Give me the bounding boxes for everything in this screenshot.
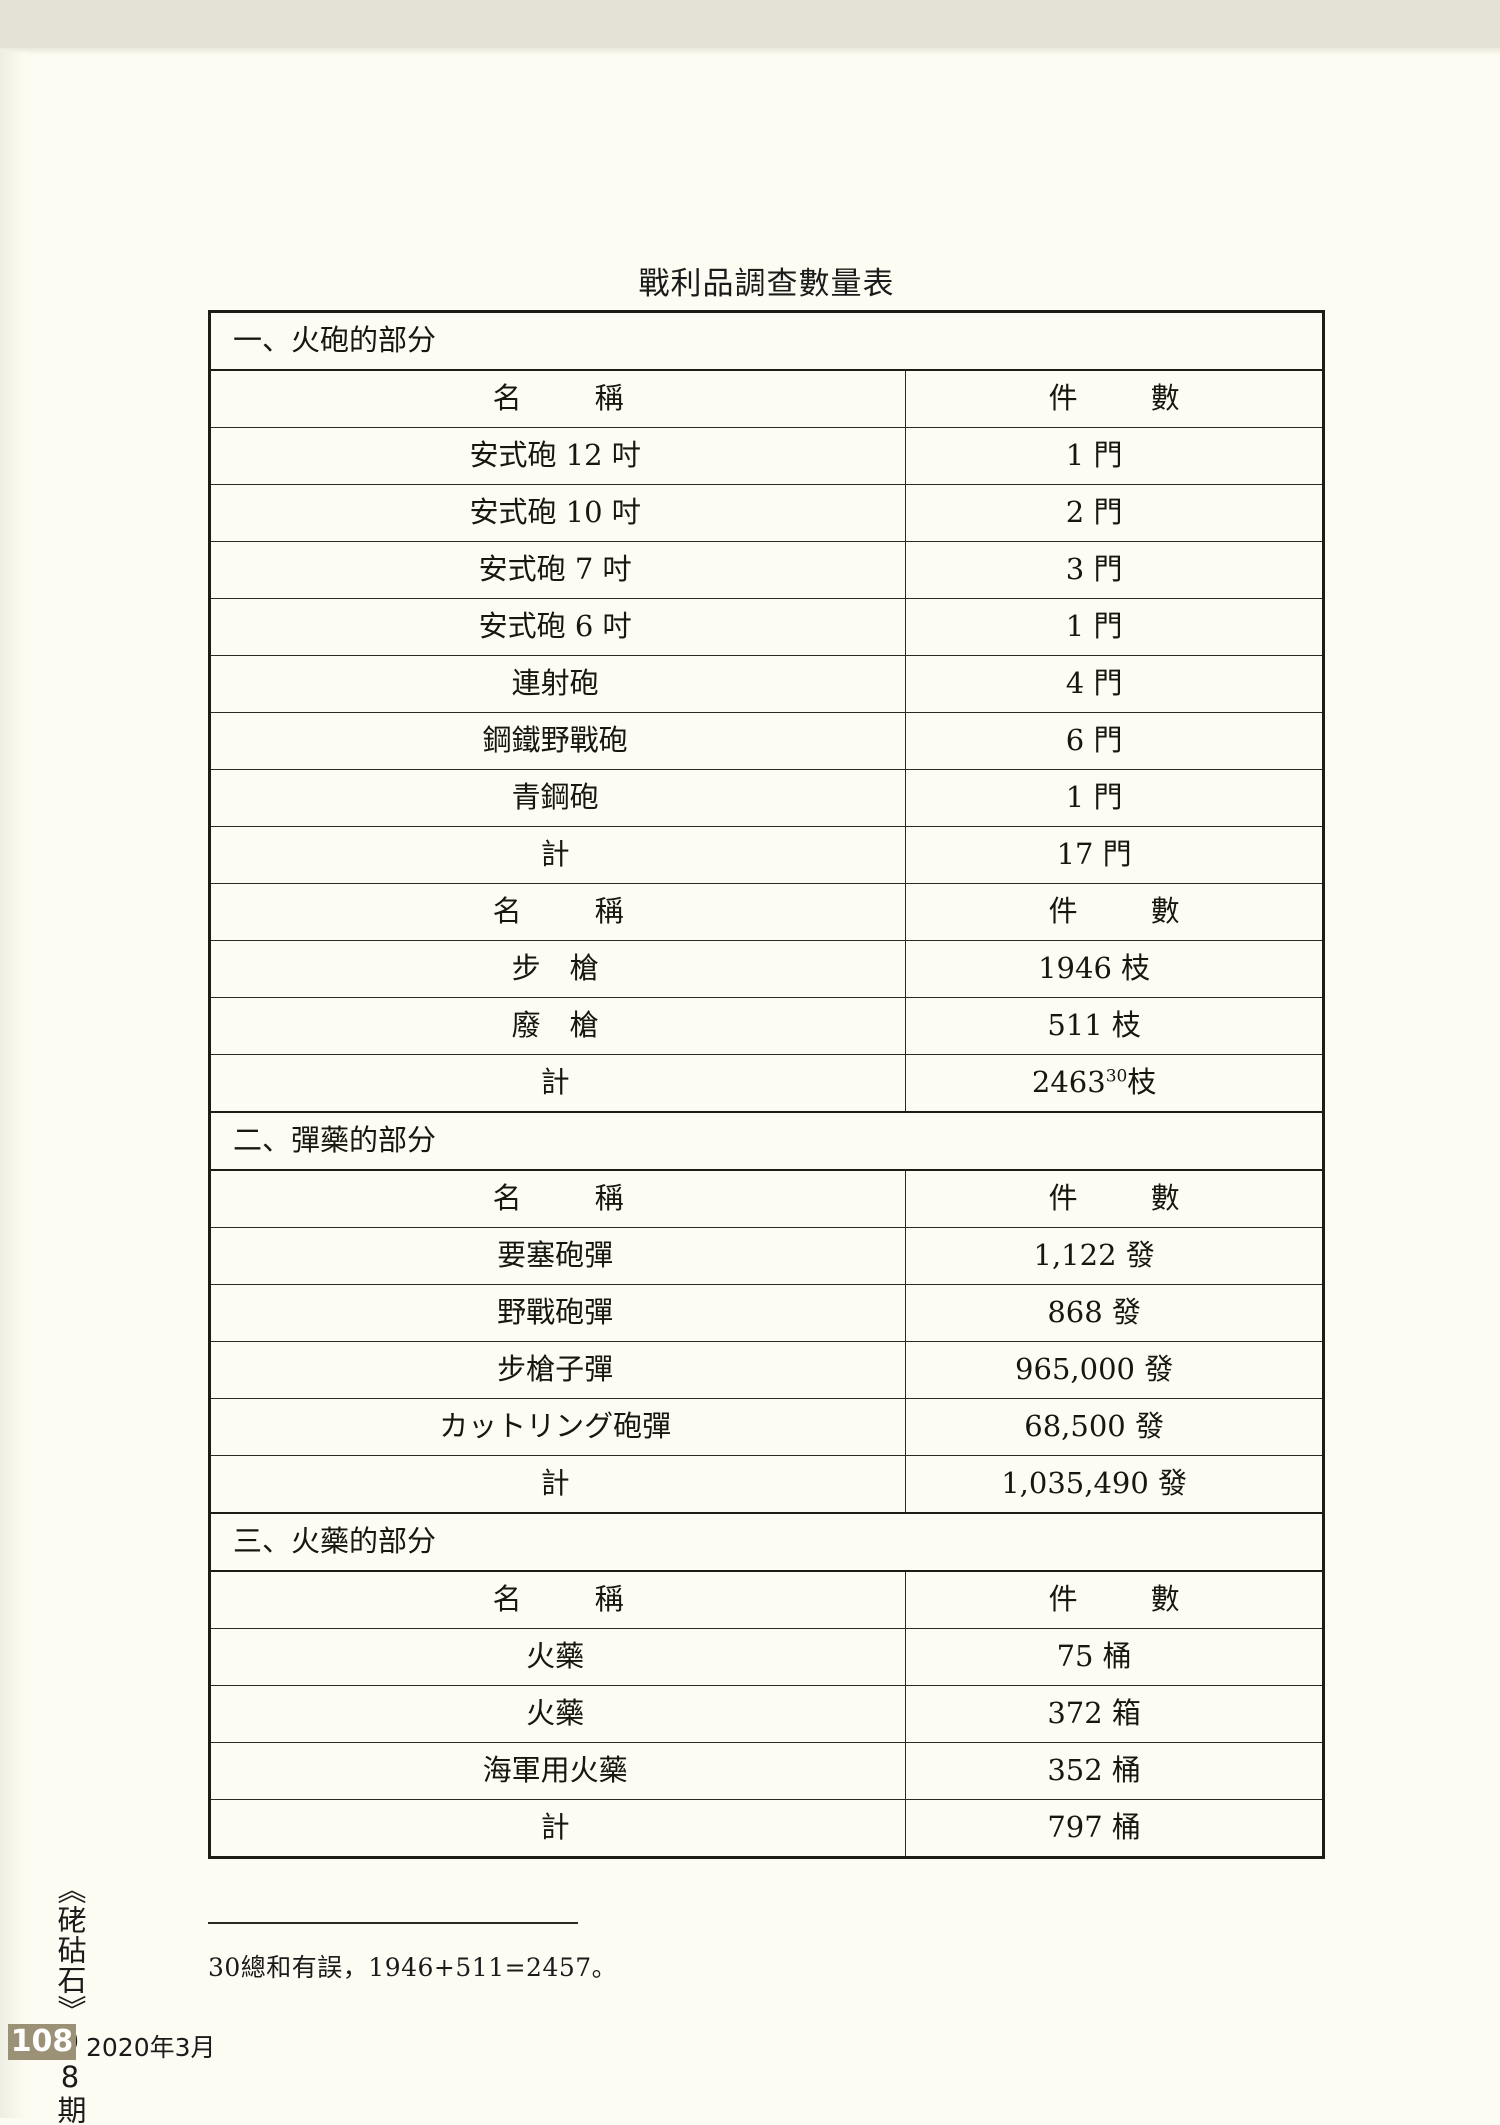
cell-quantity: 246330枝: [905, 1054, 1324, 1113]
column-header-name: 名 稱: [208, 883, 907, 941]
column-header-quantity: 件 數: [905, 1570, 1324, 1629]
table-row: 連射砲 4 門: [208, 655, 1324, 713]
column-header-row: 名 稱件 數: [208, 369, 1324, 428]
cell-name: 步 槍: [208, 940, 907, 998]
column-header-quantity: 件 數: [905, 883, 1324, 941]
cell-name: 火藥: [208, 1685, 907, 1743]
cell-name: 安式砲 10 吋: [208, 484, 907, 542]
cell-quantity: 372 箱: [905, 1685, 1324, 1743]
cell-quantity: 797 桶: [905, 1799, 1324, 1858]
table-row: 火藥 372 箱: [208, 1685, 1324, 1743]
cell-quantity: 1,035,490 發: [905, 1455, 1324, 1514]
page-left-edge-shadow: [0, 52, 26, 2118]
cell-name: 計: [208, 826, 907, 884]
table-row: 火藥 75 桶: [208, 1628, 1324, 1686]
cell-name: 步槍子彈: [208, 1341, 907, 1399]
table-row: 計 797 桶: [208, 1799, 1324, 1858]
cell-quantity: 1 門: [905, 598, 1324, 656]
cell-name: 連射砲: [208, 655, 907, 713]
table-row: 鋼鐵野戰砲 6 門: [208, 712, 1324, 770]
table-row: 步 槍 1946 枝: [208, 940, 1324, 998]
column-header-row: 名 稱件 數: [208, 883, 1324, 941]
quantity-value: 2463: [1031, 1065, 1106, 1100]
table-row: 計 1,035,490 發: [208, 1455, 1324, 1514]
cell-quantity: 3 門: [905, 541, 1324, 599]
scanner-band-gradient: [0, 48, 1500, 55]
cell-quantity: 1 門: [905, 427, 1324, 485]
section-heading: 二、彈藥的部分: [209, 1111, 1324, 1171]
cell-quantity: 17 門: [905, 826, 1324, 884]
cell-quantity: 1 門: [905, 769, 1324, 827]
table-row: 海軍用火藥 352 桶: [208, 1742, 1324, 1800]
cell-quantity: 1,122 發: [905, 1227, 1324, 1285]
section-heading-row: 三、火藥的部分: [209, 1512, 1324, 1572]
cell-quantity: 352 桶: [905, 1742, 1324, 1800]
section-heading-row: 一、火砲的部分: [209, 310, 1324, 371]
cell-quantity: 511 枝: [905, 997, 1324, 1055]
cell-quantity: 75 桶: [905, 1628, 1324, 1686]
cell-name: 安式砲 12 吋: [208, 427, 907, 485]
cell-name: 火藥: [208, 1628, 907, 1686]
section-heading-row: 二、彈藥的部分: [209, 1111, 1324, 1171]
section-heading: 一、火砲的部分: [209, 310, 1324, 371]
table-row: 廢 槍 511 枝: [208, 997, 1324, 1055]
cell-quantity: 6 門: [905, 712, 1324, 770]
cell-name: カットリング砲彈: [208, 1398, 907, 1456]
cell-quantity: 868 發: [905, 1284, 1324, 1342]
table-title: 戰利品調查數量表: [638, 266, 895, 302]
section-heading: 三、火藥的部分: [209, 1512, 1324, 1572]
cell-quantity: 1946 枝: [905, 940, 1324, 998]
cell-quantity: 965,000 發: [905, 1341, 1324, 1399]
cell-name: 要塞砲彈: [208, 1227, 907, 1285]
table-row: 計 246330枝: [208, 1054, 1324, 1113]
table-row: カットリング砲彈 68,500 發: [208, 1398, 1324, 1456]
table-row: 計 17 門: [208, 826, 1324, 884]
cell-name: 安式砲 6 吋: [208, 598, 907, 656]
cell-name: 海軍用火藥: [208, 1742, 907, 1800]
footnote-reference: 30: [1105, 1066, 1128, 1087]
cell-name: 廢 槍: [208, 997, 907, 1055]
cell-quantity: 68,500 發: [905, 1398, 1324, 1456]
column-header-name: 名 稱: [208, 1169, 907, 1228]
cell-name: 青鋼砲: [208, 769, 907, 827]
scanner-top-band: [0, 0, 1500, 52]
quantity-unit: 枝: [1127, 1065, 1157, 1100]
cell-name: 鋼鐵野戰砲: [208, 712, 907, 770]
column-header-name: 名 稱: [208, 369, 907, 428]
cell-quantity: 4 門: [905, 655, 1324, 713]
cell-name: 野戰砲彈: [208, 1284, 907, 1342]
issue-date: 2020年3月: [86, 2033, 216, 2062]
column-header-row: 名 稱件 數: [208, 1570, 1324, 1629]
column-header-name: 名 稱: [208, 1570, 907, 1629]
cell-name: 計: [208, 1799, 907, 1858]
footnote-text: 30總和有誤，1946+511=2457。: [208, 1953, 618, 1982]
column-header-quantity: 件 數: [905, 1169, 1324, 1228]
table-row: 要塞砲彈 1,122 發: [208, 1227, 1324, 1285]
page-number-badge: 108: [8, 2024, 76, 2060]
cell-name: 計: [208, 1455, 907, 1514]
cell-name: 計: [208, 1054, 907, 1113]
table-row: 青鋼砲 1 門: [208, 769, 1324, 827]
column-header-row: 名 稱件 數: [208, 1169, 1324, 1228]
table-row: 步槍子彈 965,000 發: [208, 1341, 1324, 1399]
cell-name: 安式砲 7 吋: [208, 541, 907, 599]
cell-quantity: 2 門: [905, 484, 1324, 542]
table-row: 野戰砲彈 868 發: [208, 1284, 1324, 1342]
column-header-quantity: 件 數: [905, 369, 1324, 428]
journal-title-strip: 《硓𥑮石》98期: [53, 1875, 87, 2125]
footnote-separator-rule: [208, 1922, 578, 1924]
